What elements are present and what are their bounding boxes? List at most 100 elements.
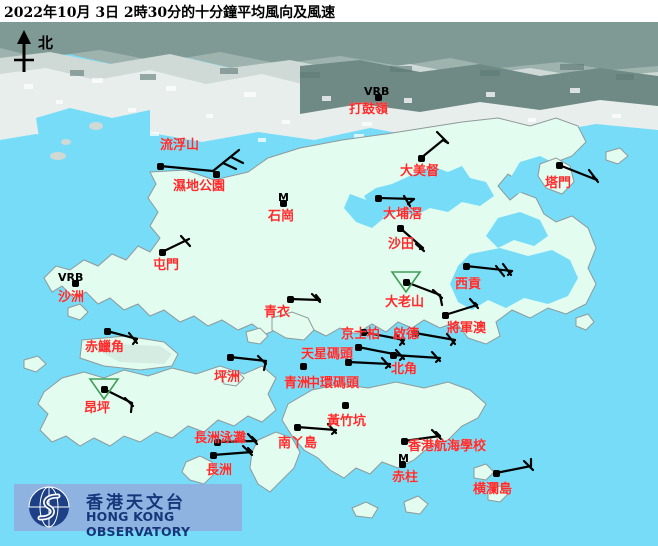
station-label[interactable]: 青衣: [264, 305, 291, 320]
station-marker-dot[interactable]: [102, 387, 107, 392]
station-label[interactable]: 大埔滘: [383, 207, 423, 222]
station-marker-dot[interactable]: [158, 164, 163, 169]
wind-barb: [464, 262, 514, 278]
wind-barb: [557, 163, 600, 184]
station-label[interactable]: 赤鱲角: [85, 340, 125, 355]
wind-barb-feather: [431, 288, 444, 300]
station-marker-dot[interactable]: [301, 364, 306, 369]
hko-logo: 香港天文台 HONG KONG OBSERVATORY: [14, 484, 242, 539]
station-label[interactable]: 天星碼頭: [301, 347, 354, 362]
station-label[interactable]: 赤柱: [392, 470, 419, 485]
station-label[interactable]: 中環碼頭: [307, 376, 360, 391]
station-marker-dot[interactable]: [214, 172, 219, 177]
station-marker-dot[interactable]: [228, 355, 233, 360]
wind-barb-bend: [314, 293, 322, 302]
hong-kong-island: [281, 381, 487, 479]
wind-barb: [160, 234, 192, 254]
station-label[interactable]: 西貢: [455, 277, 482, 292]
wind-barb-shaft: [295, 425, 338, 432]
station-marker-dot[interactable]: [464, 264, 469, 269]
lantau-island: [37, 335, 277, 447]
station-label[interactable]: 塔門: [545, 176, 572, 191]
station-marker-dot[interactable]: [105, 329, 110, 334]
wind-barb-shaft: [402, 434, 442, 443]
outlying-islands: [23, 147, 629, 519]
station-marker-dot[interactable]: [215, 440, 220, 445]
station-label[interactable]: 沙田: [388, 237, 415, 252]
station-label[interactable]: 長洲: [206, 463, 233, 478]
wind-barb-shaft: [215, 439, 258, 444]
station-marker-dot[interactable]: [391, 353, 396, 358]
station-label[interactable]: 横瀾島: [473, 482, 513, 497]
wind-barb-bend: [246, 446, 254, 454]
station-marker-dot[interactable]: [73, 281, 78, 286]
station-marker-dot[interactable]: [211, 453, 216, 458]
wind-barb: [211, 444, 254, 457]
north-label: 北: [38, 34, 54, 52]
station-marker-dot[interactable]: [398, 226, 403, 231]
station-marker-dot[interactable]: [404, 280, 409, 285]
wind-barb-feather: [179, 234, 192, 248]
title-bar: 2022年10月 3日 2時30分的十分鐘平均風向及風速: [0, 0, 658, 22]
station-marker-dot[interactable]: [295, 425, 300, 430]
station-wind-flag: M: [398, 452, 409, 465]
wind-barb-shaft: [413, 331, 457, 342]
station-marker-dot[interactable]: [361, 330, 366, 335]
station-label[interactable]: 北角: [391, 362, 418, 377]
wind-barb-feather: [229, 155, 245, 165]
station-label[interactable]: 黃竹坑: [327, 414, 367, 429]
station-label[interactable]: 長洲泳灘: [194, 431, 247, 446]
station-marker-dot[interactable]: [160, 250, 165, 255]
station-label[interactable]: 青洲: [284, 376, 311, 391]
station-label[interactable]: 大美督: [400, 164, 440, 179]
station-label[interactable]: 香港航海學校: [408, 439, 487, 454]
gale-marker-icon: [88, 378, 120, 401]
wind-barb: [105, 329, 139, 346]
station-label[interactable]: 濕地公園: [173, 179, 226, 194]
station-label[interactable]: 石崗: [268, 209, 295, 224]
station-label[interactable]: 沙洲: [58, 290, 85, 305]
station-label[interactable]: 屯門: [153, 258, 180, 273]
wind-barb-feather: [435, 130, 450, 145]
station-marker-dot[interactable]: [413, 331, 418, 336]
station-marker-dot[interactable]: [419, 156, 424, 161]
wind-barb-feather: [468, 297, 480, 310]
station-marker-dot[interactable]: [346, 360, 351, 365]
station-label[interactable]: 昂坪: [84, 401, 111, 416]
station-label[interactable]: 將軍澳: [447, 321, 487, 336]
wind-barb-layer: [102, 130, 600, 475]
station-label[interactable]: 流浮山: [160, 138, 200, 153]
wind-barb-shaft: [361, 330, 406, 342]
station-marker-dot[interactable]: [400, 462, 405, 467]
station-wind-flag: M: [278, 191, 289, 204]
station-marker-dot[interactable]: [281, 201, 286, 206]
station-label[interactable]: 啟德: [393, 327, 420, 342]
station-marker-dot[interactable]: [376, 95, 381, 100]
wind-barb: [228, 354, 268, 372]
wind-barb: [494, 457, 535, 475]
station-wind-flag: VRB: [364, 85, 390, 98]
wind-barb: [215, 432, 259, 446]
station-marker-dot[interactable]: [376, 196, 381, 201]
station-marker-dot[interactable]: [402, 439, 407, 444]
station-label[interactable]: 坪洲: [214, 370, 241, 385]
station-label[interactable]: 京士柏: [341, 327, 381, 342]
station-label[interactable]: 打鼓嶺: [349, 102, 389, 117]
station-marker-dot[interactable]: [356, 345, 361, 350]
wind-barb-feather: [430, 350, 442, 363]
station-label[interactable]: 南丫島: [278, 436, 318, 451]
station-marker-dot[interactable]: [557, 163, 562, 168]
wind-barb: [413, 331, 457, 347]
wind-barb: [295, 422, 338, 436]
station-marker-dot[interactable]: [288, 297, 293, 302]
station-label[interactable]: 大老山: [385, 295, 425, 310]
wind-barb-feather: [402, 194, 412, 208]
wind-barb-feather: [310, 292, 322, 304]
station-marker-dot[interactable]: [343, 403, 348, 408]
wind-barb-shaft: [398, 226, 425, 250]
station-marker-dot[interactable]: [494, 471, 499, 476]
wind-barb-shaft: [228, 355, 268, 363]
station-marker-dot[interactable]: [443, 313, 448, 318]
wind-barb-feather: [123, 396, 135, 408]
